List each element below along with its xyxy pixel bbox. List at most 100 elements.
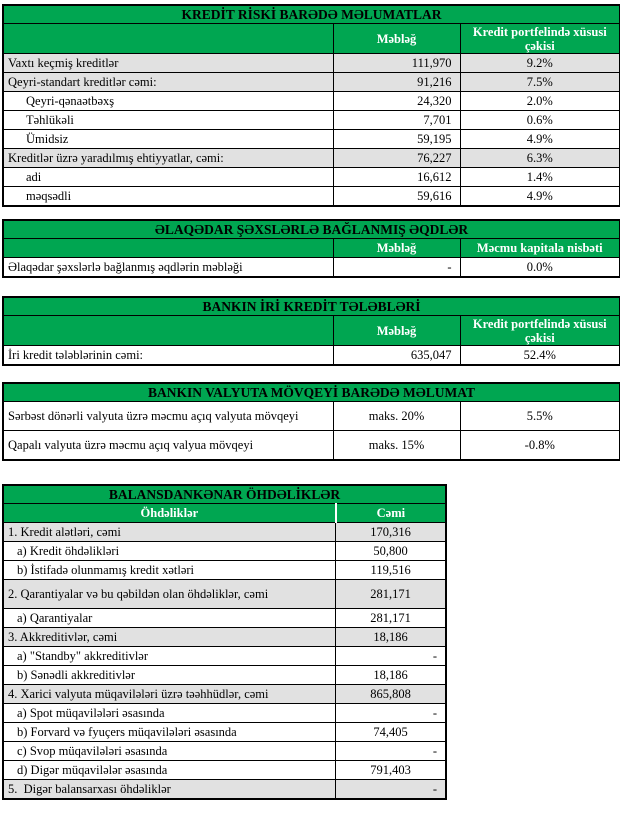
row-limit: maks. 20%: [332, 401, 461, 431]
row-label: Ümidsiz: [2, 129, 334, 149]
row-total: 281,171: [335, 579, 447, 609]
table-row: Kreditlər üzrə yaradılmış ehtiyyatlar, c…: [2, 148, 620, 168]
table-row: Vaxtı keçmiş kreditlər 111,970 9.2%: [2, 53, 620, 73]
table-row: b) İstifadə olunmamış kredit xətləri 119,…: [2, 560, 447, 580]
row-amount: 7,701: [332, 110, 461, 130]
row-label: a) Spot müqavilələri əsasında: [2, 703, 337, 723]
row-amount: 76,227: [332, 148, 461, 168]
row-share: 2.0%: [459, 91, 620, 111]
row-share: 6.3%: [459, 148, 620, 168]
table-row: Sərbəst dönərli valyuta üzrə məcmu açıq …: [2, 401, 620, 431]
row-label: Təhlükəli: [2, 110, 334, 130]
column-header-row: Məbləğ Kredit portfelində xüsusi çəkisi: [2, 315, 620, 346]
related-party-table: ƏLAQƏDAR ŞƏXSLƏRLƏ BAĞLANMIŞ ƏQDLƏR Məbl…: [2, 219, 620, 278]
row-total: 170,316: [335, 522, 447, 542]
row-label: a) Qarantiyalar: [2, 608, 337, 628]
table-title-row: ƏLAQƏDAR ŞƏXSLƏRLƏ BAĞLANMIŞ ƏQDLƏR: [2, 219, 620, 239]
empty-header-cell: [2, 315, 334, 346]
row-label: a) "Standby" akkreditivlər: [2, 646, 337, 666]
row-share: 4.9%: [459, 186, 620, 207]
table-row: Əlaqədar şəxslərlə bağlanmış əqdlərin mə…: [2, 257, 620, 278]
row-amount: 59,195: [332, 129, 461, 149]
row-total: -: [335, 741, 447, 761]
table-row: Qeyri-standart kreditlər cəmi: 91,216 7.5%: [2, 72, 620, 92]
table-row: məqsədli 59,616 4.9%: [2, 186, 620, 207]
row-label: 5. Digər balansarxası öhdəliklər: [2, 779, 337, 800]
row-total: 281,171: [335, 608, 447, 628]
row-label: Qeyri-standart kreditlər cəmi:: [2, 72, 334, 92]
related-party-title: ƏLAQƏDAR ŞƏXSLƏRLƏ BAĞLANMIŞ ƏQDLƏR: [2, 219, 620, 239]
row-amount: -: [332, 257, 461, 278]
row-total: 50,800: [335, 541, 447, 561]
row-label: Sərbəst dönərli valyuta üzrə məcmu açıq …: [2, 401, 334, 431]
row-amount: 91,216: [332, 72, 461, 92]
amount-column-header: Məbləğ: [332, 315, 461, 346]
row-label: Vaxtı keçmiş kreditlər: [2, 53, 334, 73]
table-title-row: BANKIN VALYUTA MÖVQEYİ BARƏDƏ MƏLUMAT: [2, 382, 620, 402]
row-amount: 111,970: [332, 53, 461, 73]
ratio-column-header: Məcmu kapitala nisbəti: [459, 238, 620, 258]
row-total: 18,186: [335, 665, 447, 685]
row-value: -0.8%: [459, 430, 620, 461]
row-total: -: [335, 779, 447, 800]
currency-position-table: BANKIN VALYUTA MÖVQEYİ BARƏDƏ MƏLUMAT Sə…: [2, 382, 620, 461]
share-column-header: Kredit portfelində xüsusi çəkisi: [459, 23, 620, 54]
table-row: Ümidsiz 59,195 4.9%: [2, 129, 620, 149]
column-header-row: Məbləğ Məcmu kapitala nisbəti: [2, 238, 620, 258]
table-row: Qapalı valyuta üzrə məcmu açıq valyua mö…: [2, 430, 620, 461]
credit-risk-title: KREDİT RİSKİ BARƏDƏ MƏLUMATLAR: [2, 4, 620, 24]
amount-column-header: Məbləğ: [332, 238, 461, 258]
table-row: b) Sənədli akkreditivlər 18,186: [2, 665, 447, 685]
currency-position-title: BANKIN VALYUTA MÖVQEYİ BARƏDƏ MƏLUMAT: [2, 382, 620, 402]
share-column-header: Kredit portfelində xüsusi çəkisi: [459, 315, 620, 346]
row-total: -: [335, 703, 447, 723]
table-row: 3. Akkreditivlər, cəmi 18,186: [2, 627, 447, 647]
total-column-header: Cəmi: [334, 503, 447, 523]
table-row: 5. Digər balansarxası öhdəliklər -: [2, 779, 447, 800]
row-total: 74,405: [335, 722, 447, 742]
row-label: d) Digər müqavilələr əsasında: [2, 760, 337, 780]
row-label: İri kredit tələblərinin cəmi:: [2, 345, 334, 366]
row-total: 791,403: [335, 760, 447, 780]
row-label: c) Svop müqavilələri əsasında: [2, 741, 337, 761]
table-row: 1. Kredit alətləri, cəmi 170,316: [2, 522, 447, 542]
large-credits-table: BANKIN İRİ KREDİT TƏLƏBLƏRİ Məbləğ Kredi…: [2, 296, 620, 366]
row-label: 2. Qarantiyalar və bu qəbildən olan öhdə…: [2, 579, 337, 609]
table-title-row: BANKIN İRİ KREDİT TƏLƏBLƏRİ: [2, 296, 620, 316]
row-share: 1.4%: [459, 167, 620, 187]
empty-header-cell: [2, 23, 334, 54]
table-row: 2. Qarantiyalar və bu qəbildən olan öhdə…: [2, 579, 447, 609]
row-label: b) İstifadə olunmamış kredit xətləri: [2, 560, 337, 580]
table-row: Qeyri-qənaətbəxş 24,320 2.0%: [2, 91, 620, 111]
table-title-row: BALANSDANKƏNAR ÖHDƏLİKLƏR: [2, 484, 447, 504]
row-limit: maks. 15%: [332, 430, 461, 461]
table-row: adi 16,612 1.4%: [2, 167, 620, 187]
row-label: adi: [2, 167, 334, 187]
row-total: -: [335, 646, 447, 666]
row-share: 7.5%: [459, 72, 620, 92]
large-credits-title: BANKIN İRİ KREDİT TƏLƏBLƏRİ: [2, 296, 620, 316]
row-label: b) Sənədli akkreditivlər: [2, 665, 337, 685]
row-label: 4. Xarici valyuta müqavilələri üzrə təəh…: [2, 684, 337, 704]
table-row: b) Forvard və fyuçers müqavilələri əsası…: [2, 722, 447, 742]
row-label: Qapalı valyuta üzrə məcmu açıq valyua mö…: [2, 430, 334, 461]
row-label: 1. Kredit alətləri, cəmi: [2, 522, 337, 542]
row-value: 5.5%: [459, 401, 620, 431]
row-label: məqsədli: [2, 186, 334, 207]
row-amount: 635,047: [332, 345, 461, 366]
row-total: 865,808: [335, 684, 447, 704]
table-row: 4. Xarici valyuta müqavilələri üzrə təəh…: [2, 684, 447, 704]
row-label: Qeyri-qənaətbəxş: [2, 91, 334, 111]
table-row: İri kredit tələblərinin cəmi: 635,047 52.4…: [2, 345, 620, 366]
table-row: a) Spot müqavilələri əsasında -: [2, 703, 447, 723]
row-share: 52.4%: [459, 345, 620, 366]
column-header-row: Məbləğ Kredit portfelində xüsusi çəkisi: [2, 23, 620, 54]
row-label: Əlaqədar şəxslərlə bağlanmış əqdlərin mə…: [2, 257, 334, 278]
row-amount: 59,616: [332, 186, 461, 207]
row-share: 0.0%: [459, 257, 620, 278]
liabilities-column-header: Öhdəliklər: [2, 503, 337, 523]
table-row: d) Digər müqavilələr əsasında 791,403: [2, 760, 447, 780]
row-share: 9.2%: [459, 53, 620, 73]
table-row: a) Kredit öhdəlikləri 50,800: [2, 541, 447, 561]
